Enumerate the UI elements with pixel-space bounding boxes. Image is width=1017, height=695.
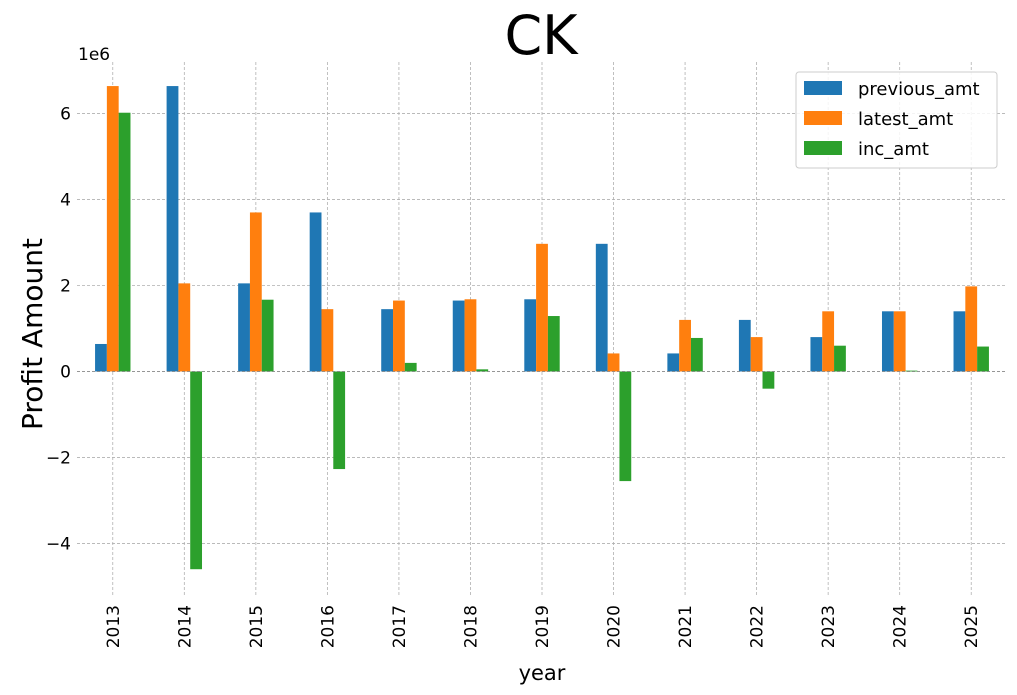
- bar-latest_amt-2023: [822, 311, 835, 372]
- bar-previous_amt-2021: [667, 353, 680, 372]
- y-tick-label: 0: [60, 362, 71, 382]
- bar-inc_amt-2024: [905, 370, 918, 372]
- x-tick-label: 2023: [819, 605, 839, 648]
- bar-latest_amt-2018: [464, 299, 477, 372]
- bar-inc_amt-2015: [261, 299, 274, 372]
- bar-previous_amt-2019: [524, 299, 537, 372]
- chart-title: CK: [504, 4, 579, 67]
- x-tick-label: 2013: [104, 605, 124, 648]
- bar-latest_amt-2021: [679, 319, 691, 372]
- legend-swatch-latest_amt: [804, 111, 842, 125]
- x-tick-label: 2021: [676, 605, 696, 648]
- bar-latest_amt-2024: [893, 311, 906, 372]
- bar-previous_amt-2025: [953, 311, 966, 372]
- legend-label-inc_amt: inc_amt: [858, 139, 929, 160]
- x-tick-label: 2017: [390, 605, 410, 648]
- legend-label-previous_amt: previous_amt: [858, 79, 980, 100]
- bar-inc_amt-2019: [547, 316, 560, 372]
- y-tick-label: 2: [60, 277, 71, 297]
- bar-previous_amt-2023: [810, 337, 823, 372]
- y-tick-label: 6: [60, 105, 71, 125]
- bar-latest_amt-2022: [750, 337, 763, 372]
- bar-previous_amt-2024: [881, 311, 894, 372]
- bar-latest_amt-2016: [321, 309, 334, 372]
- bar-inc_amt-2014: [190, 371, 203, 570]
- x-tick-label: 2014: [175, 605, 195, 648]
- x-tick-label: 2018: [461, 605, 481, 648]
- legend-frame: [795, 71, 998, 169]
- bar-latest_amt-2015: [249, 212, 262, 372]
- bar-inc_amt-2021: [690, 337, 703, 372]
- legend: previous_amt latest_amt inc_amt: [795, 71, 998, 169]
- legend-swatch-previous_amt: [804, 81, 842, 95]
- x-axis-label: year: [519, 661, 566, 685]
- bar-inc_amt-2013: [118, 112, 131, 372]
- x-tick-label: 2020: [605, 605, 625, 648]
- bar-previous_amt-2015: [238, 283, 250, 372]
- bar-inc_amt-2022: [762, 371, 775, 389]
- y-tick-label: −4: [46, 534, 71, 554]
- legend-swatch-inc_amt: [804, 141, 842, 155]
- x-axis-ticks: 2013 2014 2015 2016 2017 2018 2019 2020 2021 2022…: [104, 605, 982, 648]
- bar-previous_amt-2016: [309, 212, 322, 372]
- bar-inc_amt-2023: [834, 345, 846, 372]
- bar-inc_amt-2016: [333, 371, 346, 470]
- x-tick-label: 2016: [318, 605, 338, 648]
- bar-previous_amt-2014: [166, 86, 179, 372]
- y-scale-label: 1e6: [78, 45, 110, 65]
- bar-latest_amt-2019: [536, 243, 548, 372]
- x-tick-label: 2024: [891, 605, 911, 648]
- bar-latest_amt-2025: [965, 286, 978, 372]
- bar-previous_amt-2022: [738, 319, 751, 372]
- legend-label-latest_amt: latest_amt: [858, 109, 953, 130]
- bar-previous_amt-2018: [452, 300, 465, 372]
- y-axis-label: Profit Amount: [16, 238, 49, 430]
- y-tick-label: −2: [46, 448, 71, 468]
- bar-previous_amt-2020: [595, 243, 608, 372]
- bar-latest_amt-2017: [393, 300, 405, 372]
- x-tick-label: 2015: [247, 605, 267, 648]
- bar-inc_amt-2018: [476, 369, 489, 372]
- bars: [95, 86, 989, 570]
- bar-previous_amt-2013: [95, 343, 107, 372]
- bar-inc_amt-2025: [977, 346, 989, 372]
- bar-latest_amt-2020: [607, 353, 620, 372]
- x-tick-label: 2025: [962, 605, 982, 648]
- bar-inc_amt-2017: [404, 362, 417, 372]
- bar-latest_amt-2013: [106, 86, 119, 372]
- bar-latest_amt-2014: [178, 283, 191, 372]
- bar-inc_amt-2020: [619, 371, 632, 482]
- x-tick-label: 2019: [533, 605, 553, 648]
- bar-previous_amt-2017: [381, 309, 394, 372]
- y-axis-ticks: −4 −2 0 2 4 6: [46, 105, 71, 555]
- x-tick-label: 2022: [748, 605, 768, 648]
- y-tick-label: 4: [60, 191, 71, 211]
